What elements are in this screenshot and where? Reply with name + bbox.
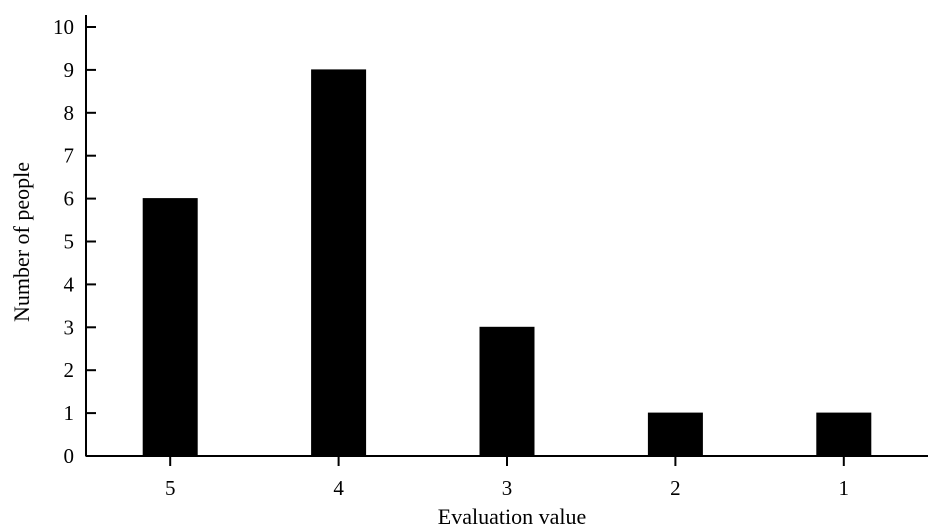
y-axis-title: Number of people — [9, 162, 34, 322]
x-tick-label: 5 — [165, 476, 176, 500]
x-tick-label: 4 — [333, 476, 344, 500]
y-tick-label: 4 — [64, 272, 75, 296]
bar-4 — [311, 69, 367, 457]
x-tick-label: 2 — [670, 476, 681, 500]
bar-5 — [142, 198, 198, 457]
bars — [142, 69, 872, 457]
y-tick-label: 10 — [53, 15, 74, 39]
y-tick-label: 0 — [64, 444, 75, 468]
y-tick-label: 9 — [64, 58, 75, 82]
bar-1 — [816, 412, 872, 457]
bar-2 — [647, 412, 703, 457]
y-tick-label: 7 — [64, 144, 75, 168]
x-tick-label: 1 — [839, 476, 850, 500]
y-tick-label: 5 — [64, 230, 75, 254]
y-ticks: 0 1 2 3 4 5 6 7 8 9 10 — [53, 15, 96, 468]
y-tick-label: 2 — [64, 358, 75, 382]
bar-3 — [479, 326, 535, 457]
x-axis-title: Evaluation value — [438, 504, 586, 527]
y-tick-label: 8 — [64, 101, 75, 125]
x-ticks: 5 4 3 2 1 — [165, 456, 849, 500]
x-tick-label: 3 — [502, 476, 513, 500]
y-tick-label: 1 — [64, 401, 75, 425]
y-tick-label: 6 — [64, 187, 75, 211]
y-tick-label: 3 — [64, 315, 75, 339]
